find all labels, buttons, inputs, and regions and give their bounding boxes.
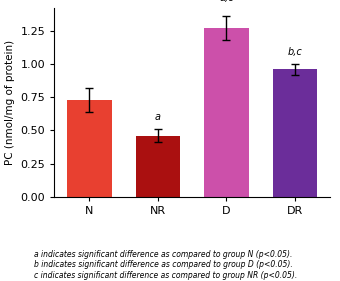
Text: b,c: b,c: [288, 47, 302, 58]
Bar: [204, 28, 249, 197]
Bar: [67, 100, 112, 197]
Y-axis label: PC (nmol/mg of protein): PC (nmol/mg of protein): [5, 40, 15, 165]
Text: a,c: a,c: [219, 0, 234, 3]
Bar: [273, 69, 317, 197]
Bar: [136, 136, 180, 197]
Text: a: a: [155, 112, 161, 123]
Text: a indicates significant difference as compared to group N (p<0.05).
b indicates : a indicates significant difference as co…: [34, 250, 297, 280]
